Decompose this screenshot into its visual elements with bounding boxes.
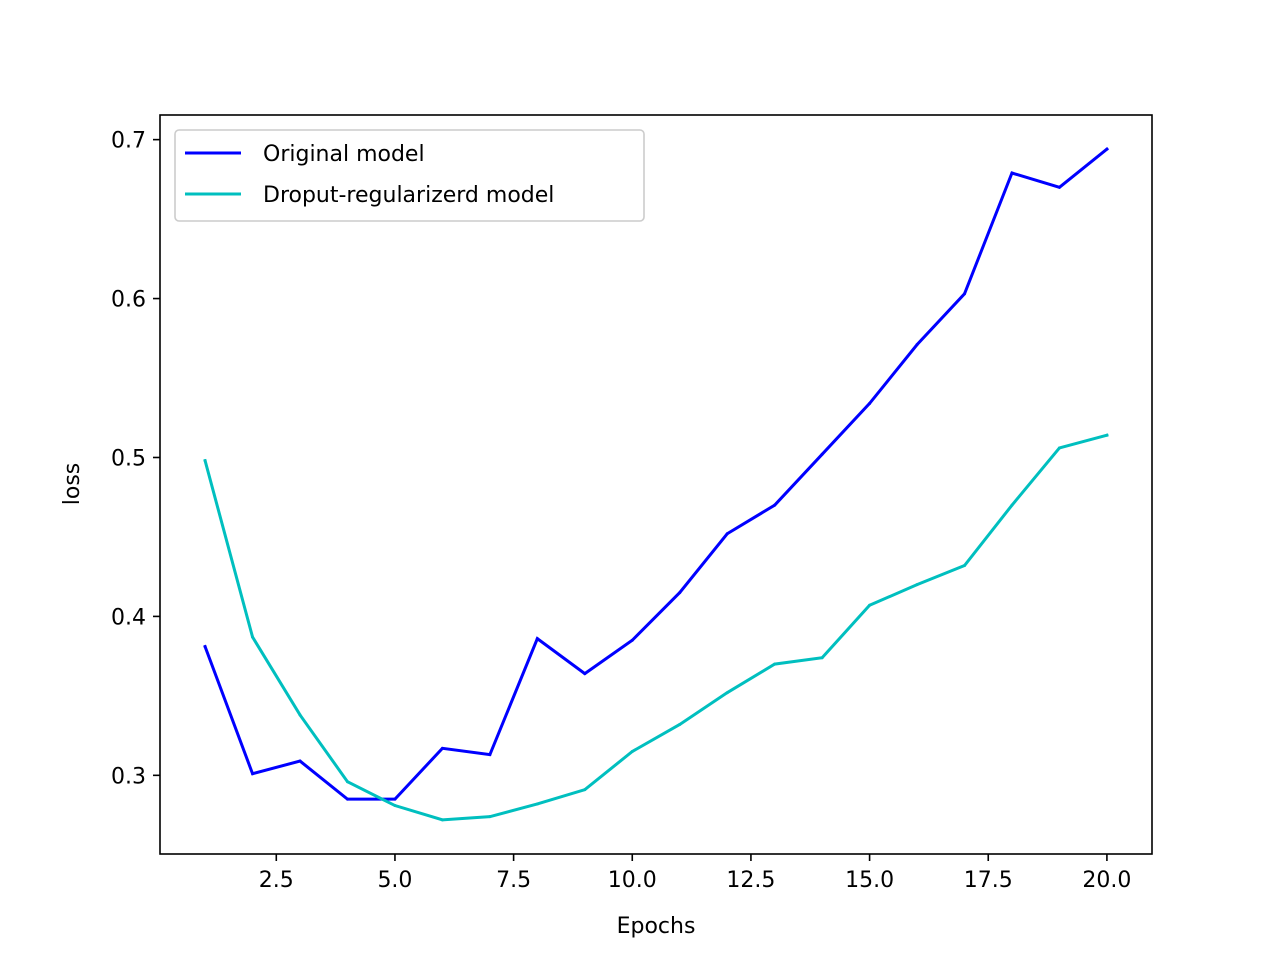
data-point-original-model <box>535 637 539 641</box>
data-point-original-model <box>868 401 872 405</box>
data-point-original-model <box>488 753 492 757</box>
series-line-original-model <box>203 147 1110 801</box>
data-point-original-model <box>1105 147 1109 151</box>
data-point-original-model <box>773 503 777 507</box>
data-point-droput-regularizerd-model <box>298 713 302 717</box>
x-tick-label: 12.5 <box>726 868 775 893</box>
data-point-droput-regularizerd-model <box>963 564 967 568</box>
x-tick-label: 2.5 <box>259 868 294 893</box>
y-tick-label: 0.6 <box>111 288 146 313</box>
x-tick-label: 17.5 <box>964 868 1013 893</box>
y-tick-label: 0.3 <box>111 764 146 789</box>
x-axis: 2.5 5.0 7.5 10.0 12.5 15.0 17.5 20.0 <box>259 854 1131 893</box>
data-point-droput-regularizerd-model <box>725 691 729 695</box>
x-tick-label: 5.0 <box>377 868 412 893</box>
series-layer <box>203 147 1110 822</box>
data-point-droput-regularizerd-model <box>915 583 919 587</box>
data-point-original-model <box>678 591 682 595</box>
data-point-droput-regularizerd-model <box>820 656 824 660</box>
x-tick-label: 15.0 <box>845 868 894 893</box>
data-point-droput-regularizerd-model <box>488 815 492 819</box>
data-point-original-model <box>345 797 349 801</box>
data-point-original-model <box>203 645 207 649</box>
data-point-droput-regularizerd-model <box>393 804 397 808</box>
legend-label-dropout-model: Droput-regularizerd model <box>263 183 554 208</box>
data-point-droput-regularizerd-model <box>773 662 777 666</box>
y-axis: 0.3 0.4 0.5 0.6 0.7 <box>111 129 160 789</box>
data-point-original-model <box>963 292 967 296</box>
y-tick-label: 0.5 <box>111 446 146 471</box>
y-tick-label: 0.7 <box>111 129 146 154</box>
plot-frame <box>159 114 1153 855</box>
data-point-original-model <box>583 672 587 676</box>
data-point-original-model <box>1057 185 1061 189</box>
x-axis-title: Epochs <box>617 914 696 939</box>
data-point-original-model <box>820 452 824 456</box>
data-point-droput-regularizerd-model <box>678 722 682 726</box>
data-point-original-model <box>630 638 634 642</box>
data-point-original-model <box>915 343 919 347</box>
data-point-droput-regularizerd-model <box>583 788 587 792</box>
data-point-droput-regularizerd-model <box>1010 503 1014 507</box>
legend: Original model Droput-regularizerd model <box>174 129 645 222</box>
y-axis-title: loss <box>60 463 85 506</box>
x-tick-label: 20.0 <box>1082 868 1131 893</box>
data-point-droput-regularizerd-model <box>203 459 207 463</box>
data-point-original-model <box>725 532 729 536</box>
data-point-droput-regularizerd-model <box>1057 446 1061 450</box>
data-point-original-model <box>440 746 444 750</box>
data-point-droput-regularizerd-model <box>630 749 634 753</box>
data-point-original-model <box>298 759 302 763</box>
y-tick-label: 0.4 <box>111 605 146 630</box>
series-line-droput-regularizerd-model <box>203 433 1109 822</box>
data-point-droput-regularizerd-model <box>1105 433 1109 437</box>
legend-box <box>174 129 645 222</box>
data-point-original-model <box>1010 171 1014 175</box>
data-point-droput-regularizerd-model <box>535 802 539 806</box>
x-tick-label: 7.5 <box>496 868 531 893</box>
data-point-original-model <box>393 797 397 801</box>
data-point-droput-regularizerd-model <box>440 818 444 822</box>
x-tick-label: 10.0 <box>608 868 657 893</box>
data-point-droput-regularizerd-model <box>251 635 255 639</box>
data-point-droput-regularizerd-model <box>868 603 872 607</box>
legend-label-original-model: Original model <box>263 142 425 167</box>
data-point-original-model <box>251 772 255 776</box>
data-point-droput-regularizerd-model <box>345 780 349 784</box>
